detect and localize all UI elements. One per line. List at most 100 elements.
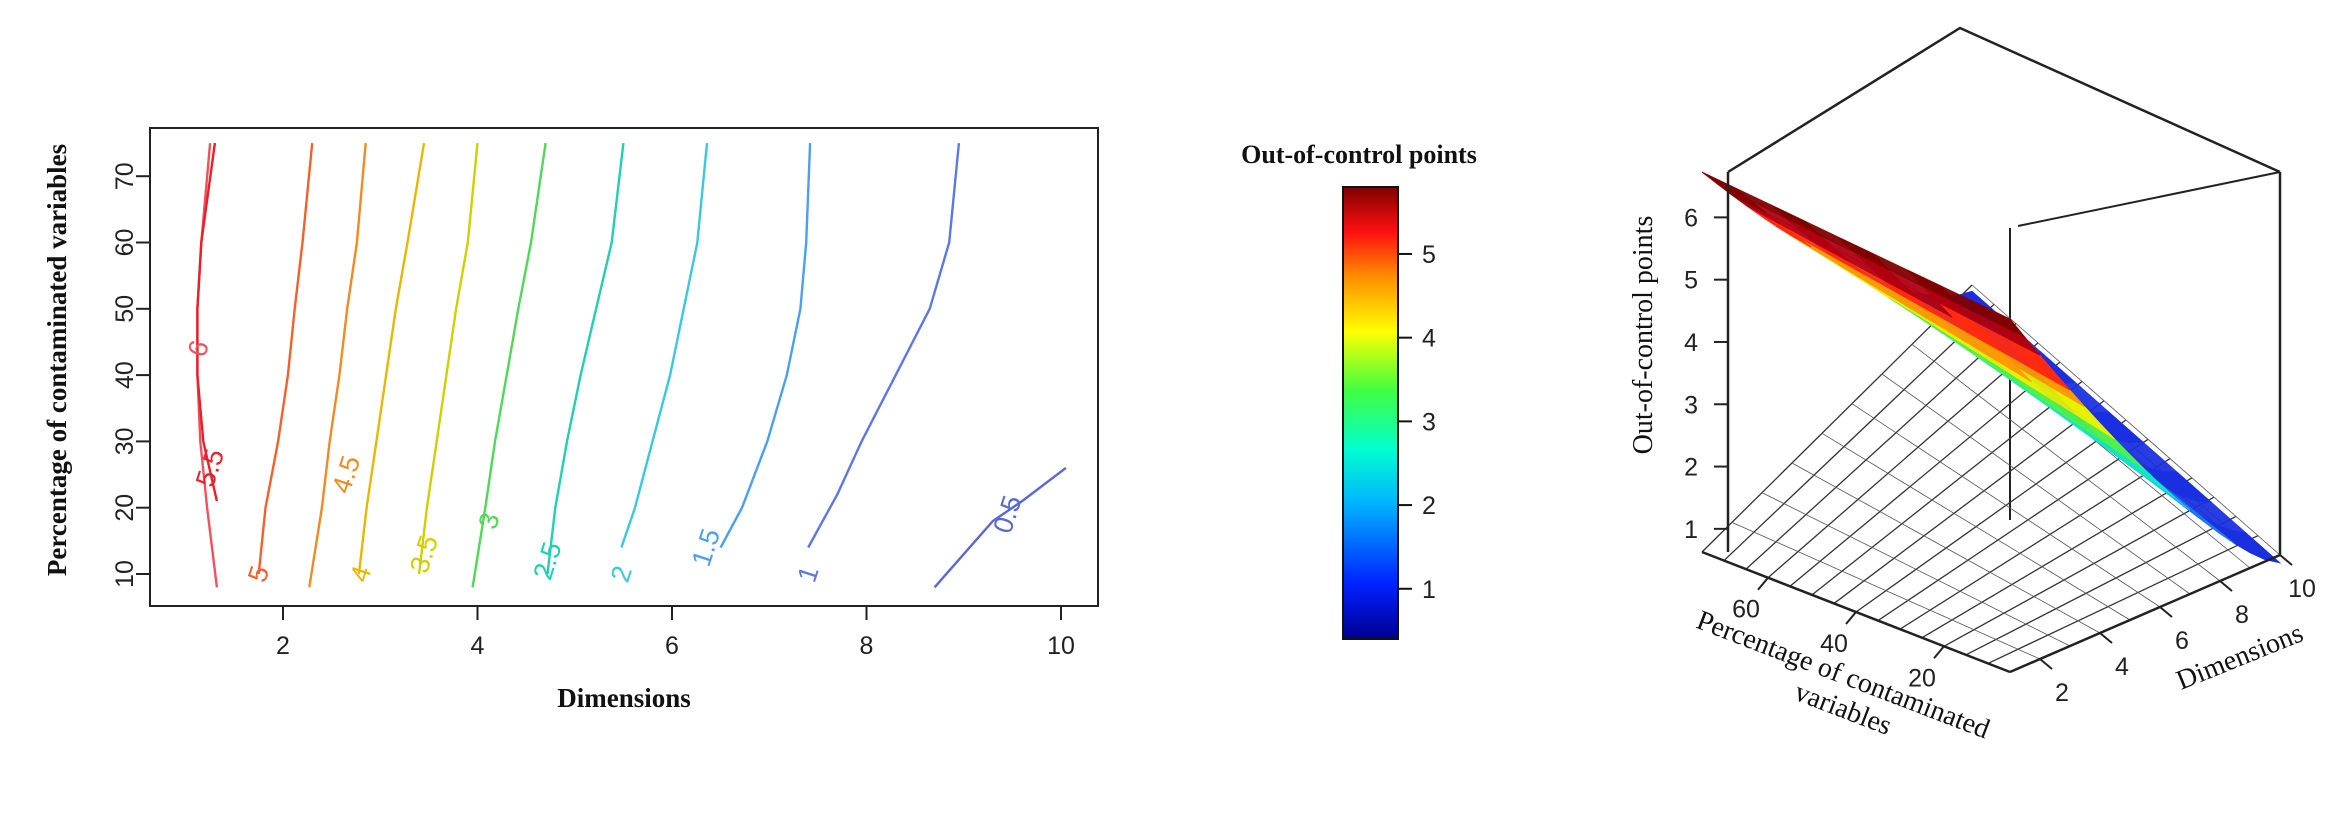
y-tick-label: 60 (111, 229, 139, 257)
contour-line-0.5 (933, 466, 1067, 589)
floor-grid-line (1943, 496, 2215, 647)
contour-label-4.5: 4.5 (326, 452, 366, 497)
contour-label-5.5: 5.5 (190, 445, 230, 490)
dimensions-tick-label: 4 (2115, 653, 2129, 681)
contour-line-2.5 (546, 142, 625, 575)
dimensions-tick-mark (2039, 658, 2053, 670)
color-bar-tick-label: 4 (1422, 325, 1436, 353)
z-tick-label: 6 (1684, 204, 1698, 232)
contour-line-5 (257, 142, 314, 575)
dimensions-tick-label: 8 (2235, 601, 2249, 629)
dimensions-tick-label: 10 (2288, 575, 2316, 603)
floor-grid-line (1921, 477, 2193, 639)
contour-line-3.5 (417, 142, 479, 575)
floor-grid-line (1745, 323, 2017, 570)
floor-grid-line (1767, 342, 2039, 579)
color-bar-gradient (1342, 186, 1399, 640)
floor-grid-line (1855, 419, 2127, 613)
surface-facet (1716, 183, 1767, 214)
z-tick-label: 3 (1684, 391, 1698, 419)
floor-grid-line (1833, 400, 2105, 604)
floor-grid-line (1791, 462, 2101, 634)
contour-line-1 (807, 142, 961, 549)
percentage-tick-mark (1933, 645, 1945, 659)
dimensions-tick-label: 6 (2175, 627, 2189, 655)
floor-grid-line (1965, 515, 2237, 656)
y-tick-label: 40 (111, 361, 139, 389)
z-axis-ticks: 1 2 3 4 5 6 (1684, 204, 1728, 544)
y-tick-label: 70 (111, 162, 139, 190)
surface-plot: 1 2 3 4 5 6 20 40 60 2 4 6 8 10 Out-of-control poin… (1628, 26, 2316, 745)
color-bar-title: Out-of-control points (1241, 140, 1477, 169)
box-top-right-edge (2017, 171, 2281, 227)
z-tick-label: 5 (1684, 267, 1698, 295)
x-axis-ticks: 2 4 6 8 10 (276, 606, 1075, 660)
contour-lines (196, 142, 1067, 589)
surface-z-axis-label: Out-of-control points (1628, 216, 1659, 455)
contour-label-3: 3 (473, 509, 506, 533)
x-tick-label: 4 (471, 632, 485, 660)
contour-label-2.5: 2.5 (527, 538, 567, 583)
x-tick-label: 10 (1047, 632, 1075, 660)
contour-x-axis-label: Dimensions (557, 683, 691, 713)
y-tick-label: 10 (111, 560, 139, 588)
surface (1701, 171, 2282, 564)
dimensions-axis-ticks: 2 4 6 8 10 (2039, 554, 2316, 707)
floor-grid-line (1877, 438, 2149, 622)
floor-grid-line (1761, 492, 2071, 647)
z-tick-label: 4 (1684, 329, 1698, 357)
z-tick-label: 2 (1684, 454, 1698, 482)
floor-grid-line (1701, 284, 1973, 553)
contour-line-6 (196, 142, 219, 588)
dimensions-tick-label: 2 (2055, 679, 2069, 707)
dimensions-tick-mark (2219, 580, 2233, 592)
floor-grid-line (1811, 380, 2083, 596)
percentage-axis-ticks: 20 40 60 (1732, 577, 1945, 692)
contour-line-4.5 (308, 142, 367, 588)
contour-label-3.5: 3.5 (404, 532, 444, 577)
percentage-tick-label: 40 (1820, 630, 1848, 658)
box-front-right-floor (2009, 553, 2281, 674)
color-bar: Out-of-control points 1 2 3 4 5 (1241, 140, 1477, 640)
floor-grid-line (1911, 344, 2221, 582)
floor-grid-line (1971, 284, 2281, 556)
contour-label-1: 1 (792, 562, 825, 586)
contour-line-5.5 (196, 142, 219, 502)
surface-x-axis-label: Dimensions (2172, 618, 2308, 697)
floor-grid-line (1731, 521, 2041, 660)
floor-grid-line (1899, 458, 2171, 630)
floor-grid-line (1821, 432, 2131, 621)
x-tick-label: 8 (860, 632, 874, 660)
dimensions-tick-mark (2279, 554, 2293, 566)
percentage-tick-mark (1845, 611, 1857, 625)
box-back-edges (1727, 26, 2281, 174)
color-bar-tick-label: 1 (1422, 576, 1436, 604)
color-bar-tick-label: 5 (1422, 241, 1436, 269)
contour-line-3 (471, 142, 547, 588)
z-tick-label: 1 (1684, 516, 1698, 544)
contour-line-1.5 (719, 143, 812, 549)
percentage-tick-label: 60 (1732, 596, 1760, 624)
contour-label-2: 2 (605, 562, 638, 586)
color-bar-tick-label: 3 (1422, 408, 1436, 436)
floor-grid-line (1789, 361, 2061, 587)
color-bar-tick-label: 2 (1422, 492, 1436, 520)
percentage-tick-mark (1757, 577, 1769, 591)
y-axis-ticks: 10 20 30 40 50 60 70 (111, 162, 150, 588)
contour-y-axis-label: Percentage of contaminated variables (42, 144, 72, 576)
color-bar-ticks: 1 2 3 4 5 (1398, 241, 1436, 604)
percentage-tick-label: 20 (1908, 664, 1936, 692)
dimensions-tick-mark (2099, 632, 2113, 644)
floor-grid-line (1881, 373, 2191, 595)
contour-labels: 65.554.54 3.532.5 21.510.5 (182, 337, 1028, 586)
y-tick-label: 20 (111, 494, 139, 522)
surface-facet (1701, 171, 1752, 202)
floor-grid-line (1851, 403, 2161, 608)
contour-label-0.5: 0.5 (987, 492, 1027, 537)
x-tick-label: 2 (276, 632, 290, 660)
contour-line-4 (357, 142, 426, 575)
dimensions-tick-mark (2159, 606, 2173, 618)
contour-plot-frame (149, 127, 1099, 607)
